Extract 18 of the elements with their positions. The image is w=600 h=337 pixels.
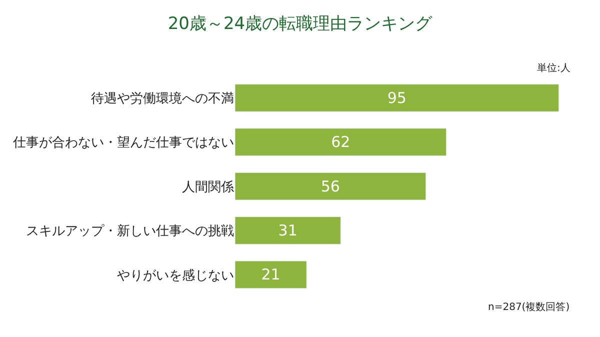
- bar: [235, 216, 341, 244]
- y-tick-label: スキルアップ・新しい仕事への挑戦: [26, 224, 234, 240]
- y-tick-label: 待遇や労働環境への不満: [91, 90, 234, 106]
- data-label: 95: [387, 88, 406, 107]
- text: 単位:人: [537, 62, 570, 74]
- y-tick-label: 仕事が合わない・望んだ仕事ではない: [12, 136, 234, 151]
- bar: [235, 260, 307, 289]
- chart-title: 20歳～24歳の転職理由ランキング: [168, 14, 434, 34]
- text: n=287(複数回答): [488, 301, 570, 313]
- bar: [235, 128, 447, 156]
- data-label: 21: [261, 266, 280, 284]
- data-label: 56: [320, 177, 340, 196]
- y-tick-label: やりがいを感じない: [117, 268, 234, 284]
- data-label: 62: [331, 133, 350, 152]
- bar: [235, 172, 426, 200]
- y-tick-label: 人間関係: [182, 180, 234, 195]
- bar: [235, 84, 560, 112]
- data-label: 31: [278, 222, 298, 240]
